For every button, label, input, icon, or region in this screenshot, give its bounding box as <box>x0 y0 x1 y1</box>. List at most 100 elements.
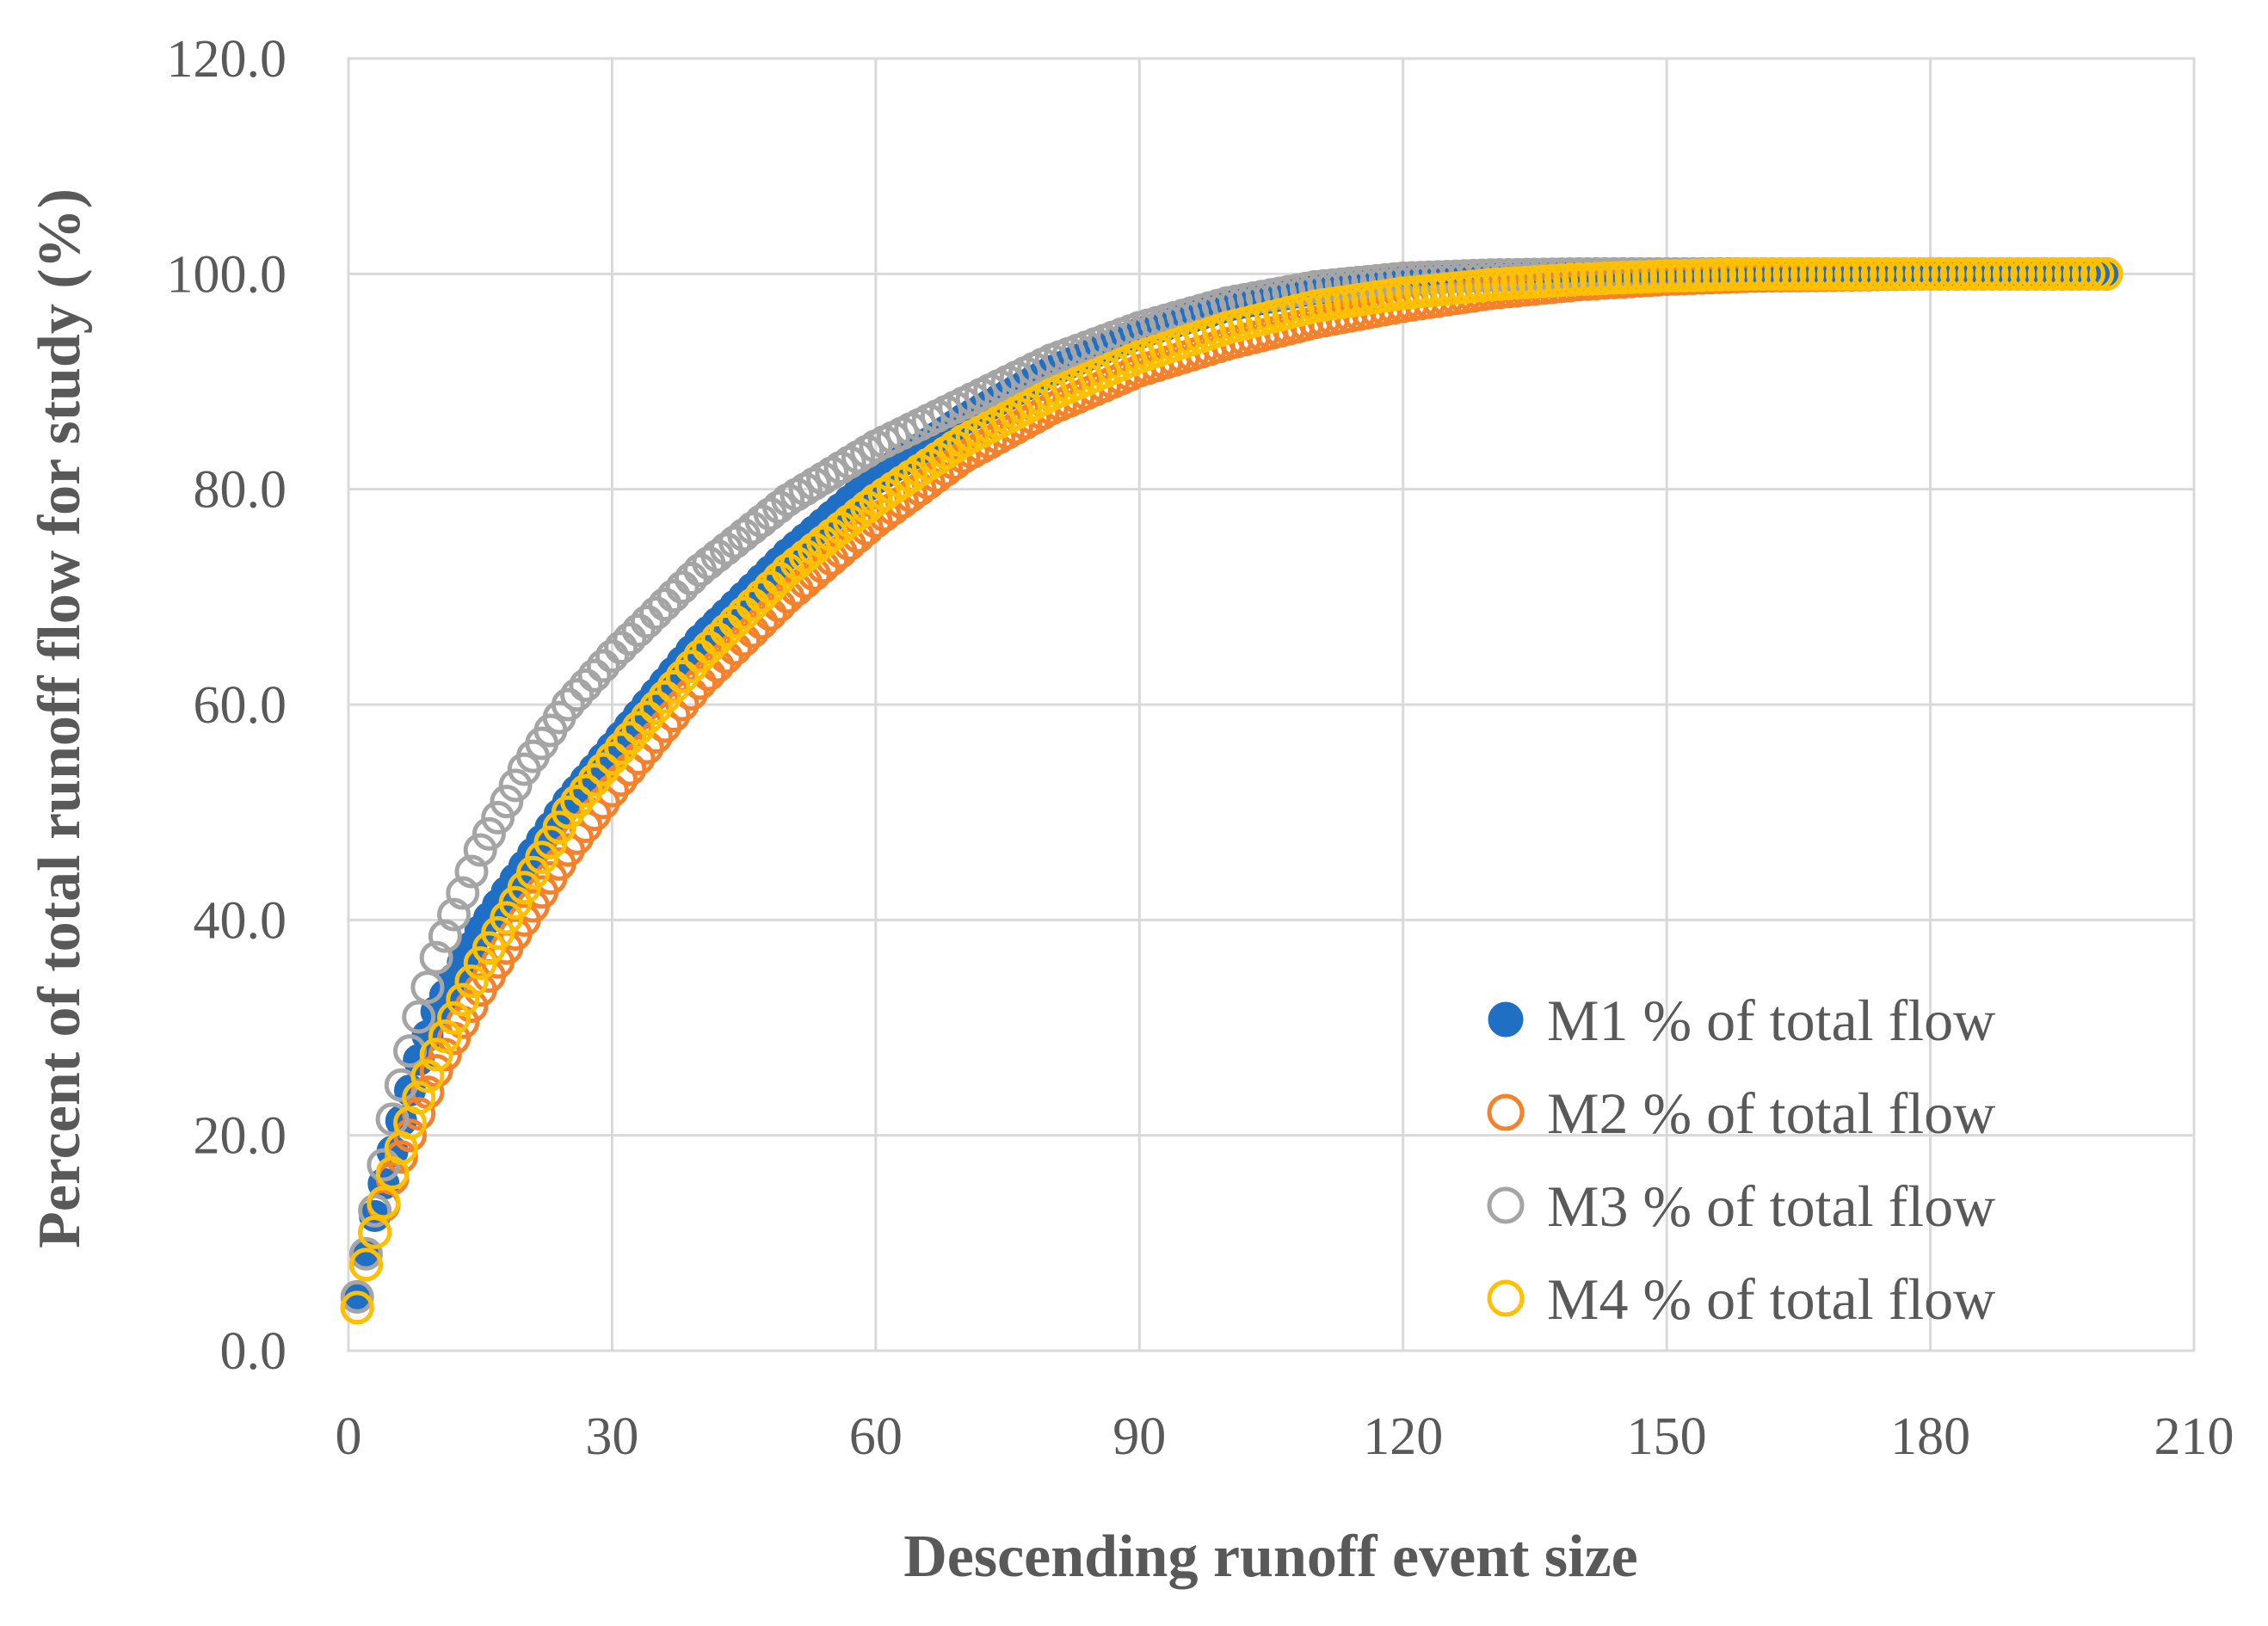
series-4-point <box>1966 256 2000 291</box>
series-4-point <box>1641 259 1675 293</box>
series-3-point <box>551 687 585 722</box>
x-tick-label: 210 <box>2154 1407 2234 1466</box>
series-4-point <box>709 613 743 648</box>
series-3-point <box>595 639 629 674</box>
series-4-point <box>674 650 708 684</box>
series-4-point <box>2001 256 2036 291</box>
series-4-point <box>1588 261 1623 295</box>
series-3-point <box>348 1236 383 1271</box>
series-4-point <box>613 721 647 755</box>
series-4-point <box>920 441 954 476</box>
series-4-point <box>648 680 682 714</box>
series-3-point <box>656 579 691 613</box>
legend-marker-2 <box>1487 1093 1525 1131</box>
series-4-point <box>911 447 946 482</box>
legend-marker-4 <box>1487 1279 1525 1317</box>
series-4-point <box>1993 256 2026 291</box>
series-3-point <box>446 876 480 910</box>
y-axis-ticks: 0.0 20.0 40.0 60.0 80.0 100.0 120.0 <box>167 30 287 1381</box>
series-4-point <box>1825 256 1859 291</box>
y-tick-label: 80.0 <box>194 461 287 520</box>
series-4-point <box>1755 256 1790 291</box>
series-4-point <box>736 588 770 622</box>
series-4-point <box>1711 257 1746 292</box>
series-4-point <box>1975 256 2009 291</box>
legend-label-2: M2 % of total flow <box>1547 1081 1995 1146</box>
series-4-point <box>656 669 691 704</box>
series-4-point <box>560 785 595 819</box>
series-3-point <box>586 649 620 683</box>
series-2-point <box>604 763 638 798</box>
legend: M1 % of total flow M2 % of total flow M3 %… <box>1487 988 1995 1332</box>
series-3-point <box>402 1000 436 1034</box>
series-4-point <box>2018 256 2053 291</box>
series-2-point <box>753 597 787 631</box>
series-4-point <box>1605 261 1640 295</box>
legend-label-3: M3 % of total flow <box>1547 1173 1995 1239</box>
series-4-point <box>1816 256 1851 291</box>
series-4-point <box>437 1001 471 1035</box>
series-3-point <box>471 816 506 851</box>
series-4-point <box>692 631 726 665</box>
legend-label-1: M1 % of total flow <box>1547 988 1995 1053</box>
series-4-point <box>604 731 638 766</box>
y-tick-label: 20.0 <box>194 1107 287 1166</box>
series-4-point <box>1676 258 1710 293</box>
series-3-point <box>639 596 673 631</box>
series-4-point <box>1702 257 1736 292</box>
series-4-point <box>621 711 656 745</box>
series-4-point <box>1614 260 1649 294</box>
series-4-point <box>1843 256 1877 291</box>
series-3-point <box>577 658 612 693</box>
series-4-point <box>744 579 779 613</box>
series-4-point <box>867 477 902 511</box>
y-tick-label: 100.0 <box>167 245 287 304</box>
series-4-point <box>551 795 585 829</box>
series-3-point <box>340 1279 374 1314</box>
series-4-point <box>1914 256 1948 291</box>
series-4-markers <box>340 256 2123 1325</box>
series-3-point <box>569 668 603 702</box>
series-4-point <box>595 742 629 776</box>
series-3-point <box>490 785 524 819</box>
series-4-point <box>1658 259 1692 293</box>
series-2-point <box>727 623 761 657</box>
series-4-point <box>446 982 480 1017</box>
plot-area-border <box>347 57 2196 1352</box>
series-4-point <box>1790 256 1825 291</box>
series-2-point <box>744 606 779 640</box>
series-4-point <box>1720 257 1754 292</box>
series-3-point <box>437 897 471 932</box>
series-4-point <box>1624 260 1657 294</box>
series-4-point <box>1870 256 1903 291</box>
series-3-point <box>630 605 664 639</box>
series-4-point <box>1764 256 1798 291</box>
series-4-point <box>929 435 964 470</box>
x-tick-label: 0 <box>336 1407 362 1466</box>
series-4-point <box>665 659 700 693</box>
series-4-point <box>1667 258 1702 293</box>
x-tick-label: 90 <box>1112 1407 1166 1466</box>
x-axis-title: Descending runoff event size <box>903 1524 1638 1590</box>
series-4-point <box>2010 256 2044 291</box>
series-4-point <box>903 453 937 488</box>
series-4-point <box>2062 256 2097 291</box>
series-3-point <box>498 768 533 803</box>
legend-label-4: M4 % of total flow <box>1547 1266 1995 1332</box>
series-4-point <box>586 752 620 786</box>
series-3-point <box>358 1193 392 1228</box>
y-tick-label: 60.0 <box>194 676 287 735</box>
series-4-point <box>1729 257 1763 292</box>
series-4-point <box>938 429 972 464</box>
x-tick-label: 60 <box>849 1407 903 1466</box>
series-4-point <box>885 465 919 500</box>
series-4-point <box>1737 256 1772 291</box>
series-3-point <box>454 854 489 889</box>
series-2-point <box>692 657 726 692</box>
series-4-point <box>1808 256 1842 291</box>
series-4-point <box>1632 260 1667 294</box>
y-tick-label: 120.0 <box>167 30 287 89</box>
series-4-point <box>1852 256 1886 291</box>
series-4-point <box>367 1186 401 1220</box>
